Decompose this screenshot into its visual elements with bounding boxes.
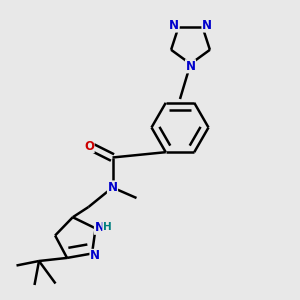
Text: N: N	[94, 221, 104, 234]
Text: N: N	[107, 181, 118, 194]
Text: H: H	[103, 222, 111, 232]
Text: N: N	[90, 249, 100, 262]
Text: O: O	[84, 140, 94, 153]
Text: N: N	[202, 19, 212, 32]
Text: N: N	[169, 19, 179, 32]
Text: N: N	[185, 60, 196, 73]
